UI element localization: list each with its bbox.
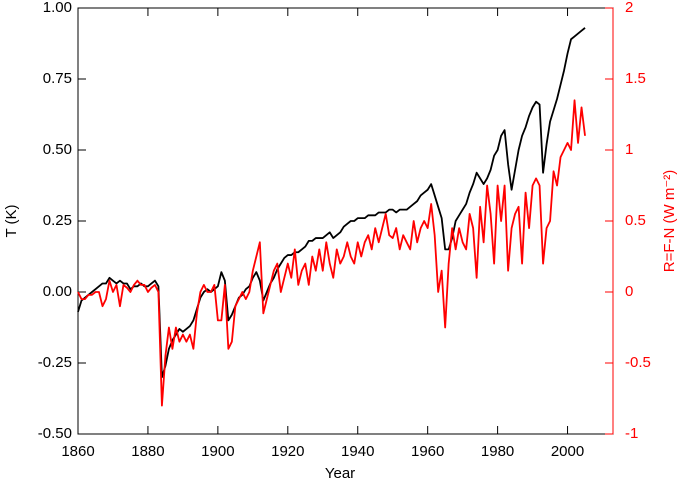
y2-tick-label: -1	[625, 425, 638, 442]
y-tick-label: 0.50	[43, 141, 72, 158]
x-tick-label: 1900	[201, 443, 234, 460]
y-tick-label: 0.00	[43, 283, 72, 300]
y2-tick-label: 1.5	[625, 70, 646, 87]
x-tick-label: 1960	[411, 443, 444, 460]
y-tick-label: -0.25	[38, 354, 72, 371]
y2-tick-label: 1	[625, 141, 633, 158]
y-axis-label: T (K)	[3, 204, 20, 237]
y2-tick-label: -0.5	[625, 354, 651, 371]
y2-tick-label: 0.5	[625, 212, 646, 229]
x-tick-label: 1920	[271, 443, 304, 460]
y2-axis-label: R=F-N (W m⁻²)	[661, 170, 678, 272]
x-axis-label: Year	[325, 465, 355, 482]
y-tick-label: -0.50	[38, 425, 72, 442]
y-tick-label: 1.00	[43, 0, 72, 16]
x-tick-label: 1980	[481, 443, 514, 460]
plot-frame	[77, 7, 614, 435]
x-tick-label: 1860	[61, 443, 94, 460]
x-tick-label: 2000	[551, 443, 584, 460]
x-tick-label: 1880	[131, 443, 164, 460]
x-tick-label: 1940	[341, 443, 374, 460]
series-line	[77, 27, 586, 379]
series-line	[77, 99, 586, 407]
y2-tick-label: 0	[625, 283, 633, 300]
y-tick-label: 0.25	[43, 212, 72, 229]
y-tick-label: 0.75	[43, 70, 72, 87]
y2-tick-label: 2	[625, 0, 633, 16]
